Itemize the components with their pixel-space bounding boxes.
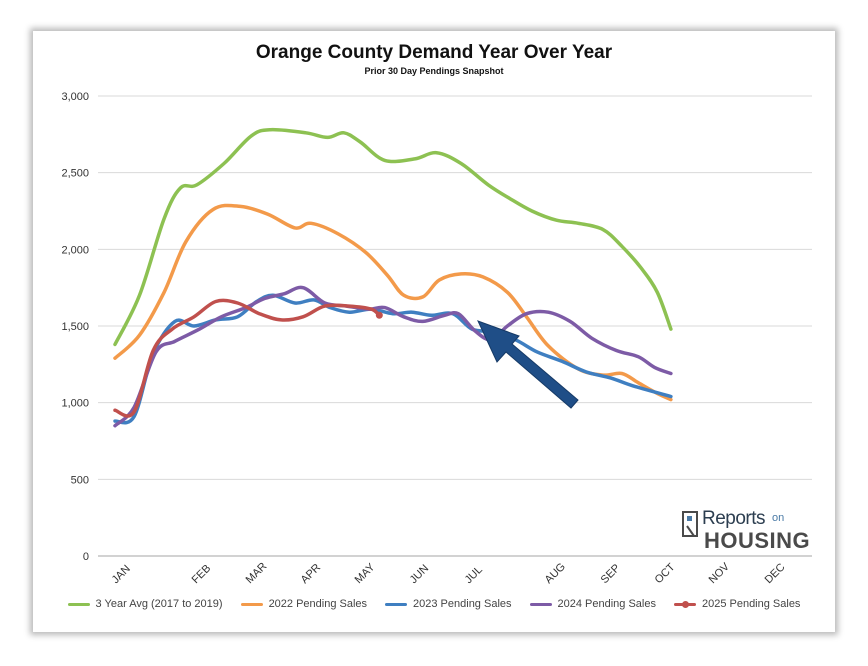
- gridlines: [98, 95, 812, 557]
- legend-swatch: [385, 602, 408, 606]
- legend-swatch: [529, 602, 552, 606]
- series-line-2: [113, 203, 673, 402]
- legend-label: 2022 Pending Sales: [268, 598, 368, 610]
- y-tick-label: 1,500: [61, 321, 89, 333]
- series-line-4: [113, 285, 673, 428]
- y-tick-label: 0: [83, 551, 89, 563]
- legend-swatch: [673, 600, 696, 608]
- y-tick-label: 1,000: [61, 398, 89, 410]
- legend-label: 3 Year Avg (2017 to 2019): [95, 598, 223, 610]
- y-tick-label: 500: [71, 474, 89, 486]
- legend-item-3: 2023 Pending Sales: [385, 598, 512, 610]
- logo-reports-text: Reports: [702, 508, 766, 529]
- logo-mark-icon: [682, 511, 698, 537]
- chart-title: Orange County Demand Year Over Year: [255, 42, 613, 63]
- legend-swatch: [240, 602, 263, 606]
- series-line-1: [113, 127, 673, 347]
- chart-legend: 3 Year Avg (2017 to 2019) 2022 Pending Sa…: [33, 598, 835, 610]
- x-tick-label: JUN: [408, 562, 432, 586]
- x-tick-label: DEC: [763, 561, 788, 586]
- legend-label: 2024 Pending Sales: [557, 598, 656, 610]
- x-tick-label: FEB: [190, 562, 214, 586]
- series-line-5: [113, 298, 382, 418]
- legend-label: 2023 Pending Sales: [413, 598, 512, 610]
- x-tick-label: MAR: [244, 560, 270, 586]
- x-tick-label: OCT: [653, 561, 678, 586]
- y-tick-label: 2,500: [61, 168, 89, 180]
- x-tick-label: SEP: [599, 562, 623, 586]
- y-tick-label: 2,000: [61, 244, 89, 256]
- logo-housing-text: HOUSING: [704, 528, 811, 553]
- legend-item-5: 2025 Pending Sales: [673, 598, 801, 610]
- x-tick-label: APR: [299, 562, 324, 587]
- reports-on-housing-logo: Reports on HOUSING: [680, 508, 815, 556]
- legend-item-2: 2022 Pending Sales: [240, 598, 368, 610]
- legend-item-4: 2024 Pending Sales: [529, 598, 656, 610]
- y-axis-ticks: 3,000 2,500 2,000 1,500 1,000 500 0: [61, 91, 89, 563]
- x-tick-label: JAN: [110, 563, 133, 586]
- logo-on-text: on: [772, 512, 785, 524]
- x-tick-label: MAY: [353, 561, 378, 586]
- x-tick-label: JUL: [463, 564, 485, 586]
- legend-label: 2025 Pending Sales: [701, 598, 801, 610]
- pointer-arrow-icon: [477, 320, 579, 409]
- series-lines: [113, 127, 673, 428]
- x-tick-label: AUG: [543, 561, 568, 586]
- legend-item-1: 3 Year Avg (2017 to 2019): [67, 598, 223, 610]
- y-tick-label: 3,000: [61, 91, 89, 103]
- series-end-marker: [375, 311, 383, 319]
- x-tick-label: NOV: [707, 560, 733, 586]
- legend-swatch: [67, 602, 90, 606]
- chart-subtitle: Prior 30 Day Pendings Snapshot: [364, 66, 504, 76]
- x-axis-ticks: JAN FEB MAR APR MAY JUN JUL AUG SEP OCT NOV DEC: [110, 560, 788, 586]
